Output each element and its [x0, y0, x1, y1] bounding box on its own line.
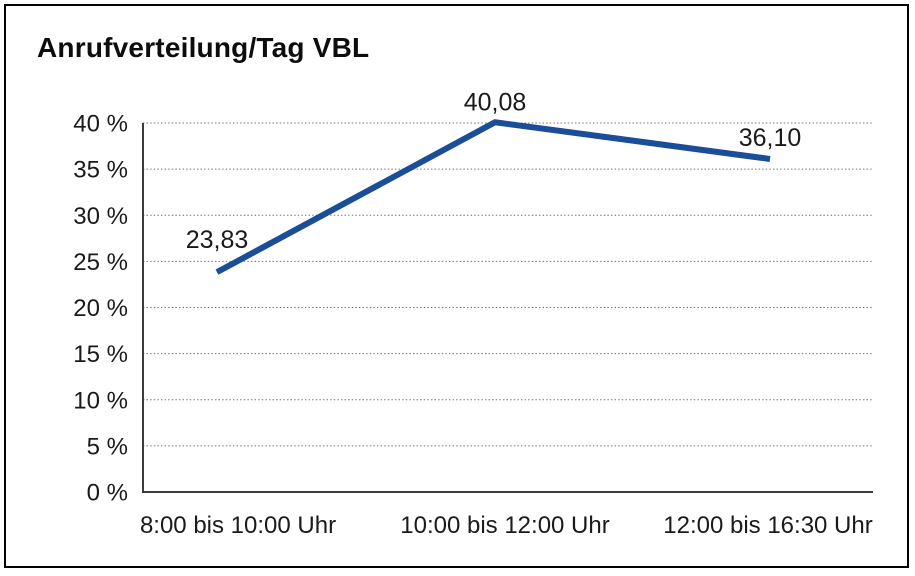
y-tick-label: 40 % [73, 111, 128, 138]
y-tick-label: 25 % [73, 249, 128, 276]
y-tick-label: 5 % [87, 433, 128, 460]
y-tick-label: 20 % [73, 295, 128, 322]
data-point-label: 23,83 [186, 226, 249, 254]
y-tick-label: 15 % [73, 341, 128, 368]
chart-title: Anrufverteilung/Tag VBL [37, 32, 370, 63]
data-point-label: 40,08 [464, 88, 527, 116]
y-tick-label: 30 % [73, 203, 128, 230]
x-category-label: 8:00 bis 10:00 Uhr [140, 512, 336, 539]
y-tick-label: 0 % [87, 480, 128, 507]
data-point-label: 36,10 [739, 124, 802, 152]
y-tick-label: 10 % [73, 387, 128, 414]
x-category-label: 10:00 bis 12:00 Uhr [400, 512, 609, 539]
chart-frame [4, 4, 909, 568]
y-tick-label: 35 % [73, 157, 128, 184]
data-line-series [215, 119, 771, 275]
x-category-label: 12:00 bis 16:30 Uhr [663, 512, 872, 539]
